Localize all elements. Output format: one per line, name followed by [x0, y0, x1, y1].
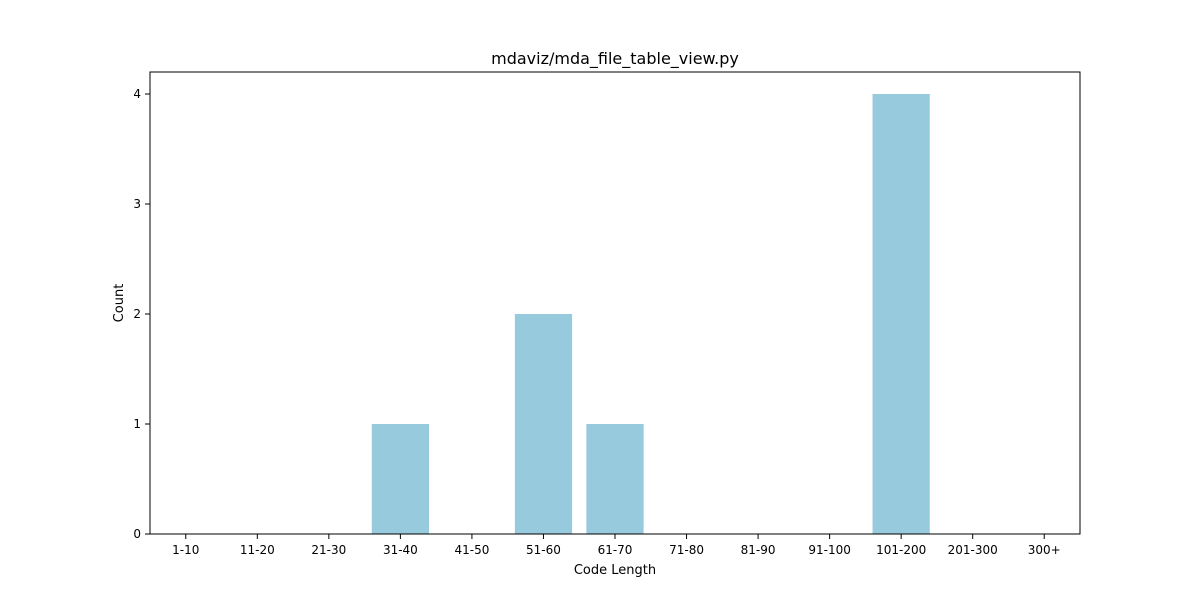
y-tick-label: 1 — [133, 417, 141, 431]
x-tick-label: 41-50 — [454, 543, 489, 557]
x-axis-ticks: 1-10 11-20 21-30 31-40 41-50 51-60 61-70 71-80 8… — [172, 534, 1061, 557]
x-tick-label: 61-70 — [598, 543, 633, 557]
x-tick-label: 71-80 — [669, 543, 704, 557]
x-tick-label: 201-300 — [948, 543, 998, 557]
bar-51-60 — [514, 314, 573, 534]
y-tick-label: 4 — [133, 87, 141, 101]
x-tick-label: 1-10 — [172, 543, 199, 557]
y-tick-label: 2 — [133, 307, 141, 321]
x-tick-label: 91-100 — [808, 543, 851, 557]
bars-group — [371, 94, 930, 534]
y-axis-ticks: 0 1 2 3 4 — [133, 87, 150, 541]
x-tick-label: 51-60 — [526, 543, 561, 557]
y-tick-label: 0 — [133, 527, 141, 541]
chart-title: mdaviz/mda_file_table_view.py — [491, 49, 739, 69]
x-tick-label: 101-200 — [876, 543, 926, 557]
bar-31-40 — [371, 424, 429, 534]
y-tick-label: 3 — [133, 197, 141, 211]
x-tick-label: 11-20 — [240, 543, 275, 557]
x-tick-label: 300+ — [1028, 543, 1061, 557]
x-tick-label: 31-40 — [383, 543, 418, 557]
bar-101-200 — [872, 94, 930, 534]
bar-61-70 — [586, 424, 644, 534]
x-axis-label: Code Length — [574, 563, 656, 578]
x-tick-label: 21-30 — [311, 543, 346, 557]
x-tick-label: 81-90 — [741, 543, 776, 557]
y-axis-label: Count — [112, 284, 127, 323]
